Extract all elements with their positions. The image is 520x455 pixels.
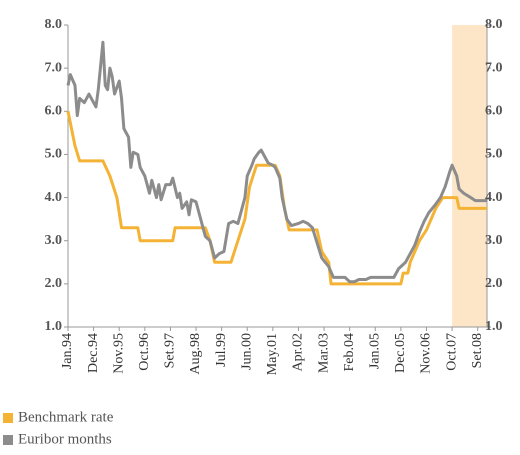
series-line: [66, 40, 487, 284]
x-tick-label: Feb.04: [342, 333, 357, 372]
x-tick-label: Jun.00: [239, 333, 254, 370]
x-tick-label: Mar.03: [316, 333, 331, 373]
series-line: [66, 110, 487, 286]
y-tick-label: 5.0: [45, 147, 63, 162]
y-tick-label: 1.0: [45, 319, 63, 334]
x-tick-label: Oct.07: [444, 333, 459, 371]
x-tick-label: Jan.05: [367, 333, 382, 369]
x-tick-label: Nov.06: [419, 333, 434, 374]
x-tick-label: Jan.94: [60, 333, 75, 369]
y2-tick-label: 6.0: [485, 104, 503, 119]
x-tick-label: Set.97: [163, 333, 178, 368]
y-tick-label: 3.0: [45, 233, 63, 248]
x-tick-label: May.01: [265, 333, 280, 375]
x-tick-label: Nov.95: [111, 333, 126, 374]
x-tick-label: Dec.94: [86, 333, 101, 373]
y2-tick-label: 1.0: [485, 319, 503, 334]
x-tick-label: Set.08: [470, 333, 485, 368]
y2-tick-label: 2.0: [485, 276, 503, 291]
legend-label: Euribor months: [18, 431, 112, 447]
x-tick-label: Oct.96: [137, 333, 152, 371]
y-tick-label: 2.0: [45, 276, 63, 291]
x-tick-label: Apr.02: [291, 333, 306, 372]
y2-tick-label: 8.0: [485, 17, 503, 32]
y2-tick-label: 5.0: [485, 147, 503, 162]
legend-swatch: [3, 413, 13, 423]
y-tick-label: 8.0: [45, 17, 63, 32]
y2-tick-label: 3.0: [485, 233, 503, 248]
legend-label: Benchmark rate: [18, 409, 114, 425]
y-tick-label: 6.0: [45, 104, 63, 119]
x-tick-label: Jul.99: [214, 333, 229, 367]
legend-swatch: [3, 435, 13, 445]
y2-tick-label: 7.0: [485, 60, 503, 75]
x-tick-label: Aug.98: [188, 333, 203, 375]
y-tick-label: 4.0: [45, 190, 63, 205]
x-tick-label: Dec.05: [393, 333, 408, 373]
y-tick-label: 7.0: [45, 60, 63, 75]
y2-tick-label: 4.0: [485, 190, 503, 205]
